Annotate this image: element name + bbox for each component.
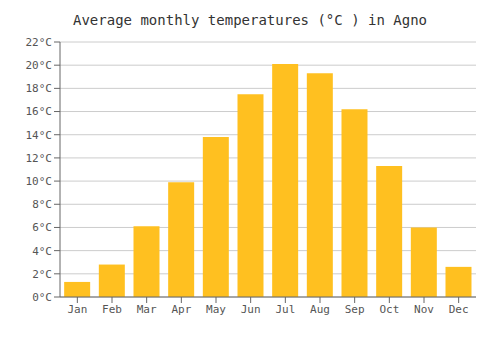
svg-text:Sep: Sep (345, 303, 365, 316)
svg-text:0°C: 0°C (32, 291, 52, 304)
svg-text:20°C: 20°C (26, 59, 53, 72)
svg-text:Jun: Jun (241, 303, 261, 316)
svg-text:16°C: 16°C (26, 105, 53, 118)
svg-text:14°C: 14°C (26, 129, 53, 142)
svg-text:6°C: 6°C (32, 221, 52, 234)
svg-text:2°C: 2°C (32, 268, 52, 281)
svg-text:Nov: Nov (414, 303, 434, 316)
svg-text:Aug: Aug (310, 303, 330, 316)
svg-text:22°C: 22°C (26, 36, 53, 49)
svg-text:10°C: 10°C (26, 175, 53, 188)
svg-text:Mar: Mar (137, 303, 157, 316)
svg-text:Jan: Jan (67, 303, 87, 316)
svg-text:12°C: 12°C (26, 152, 53, 165)
svg-text:Feb: Feb (102, 303, 122, 316)
svg-text:Oct: Oct (379, 303, 399, 316)
svg-text:Apr: Apr (171, 303, 191, 316)
svg-text:Jul: Jul (275, 303, 295, 316)
svg-text:8°C: 8°C (32, 198, 52, 211)
svg-text:4°C: 4°C (32, 245, 52, 258)
svg-text:18°C: 18°C (26, 82, 53, 95)
svg-text:Dec: Dec (449, 303, 469, 316)
html-text:Average monthly temperatures (: Average monthly temperatures (°C ) in Ag… (73, 12, 427, 28)
svg-text:May: May (206, 303, 226, 316)
